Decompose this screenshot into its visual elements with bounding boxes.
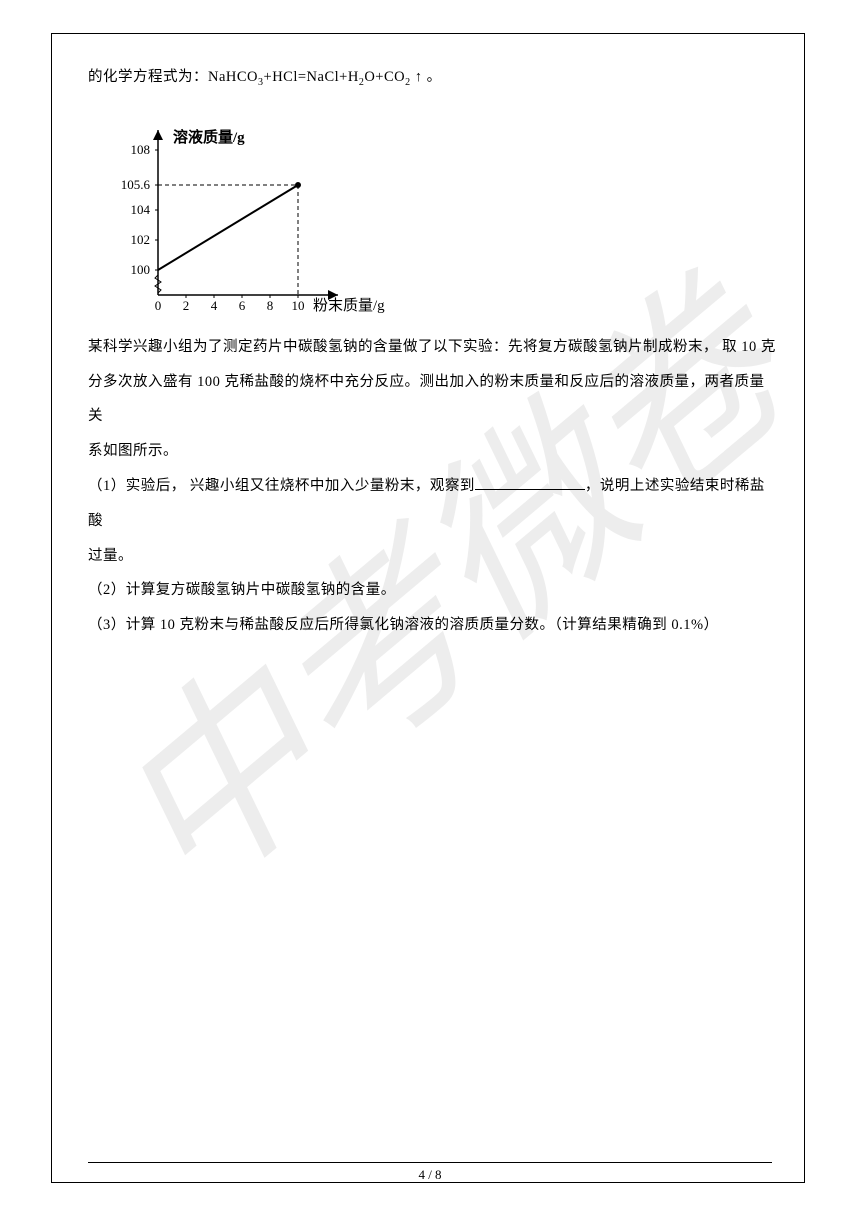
question-2: （2）计算复方碳酸氢钠片中碳酸氢钠的含量。	[88, 573, 778, 608]
question-3: （3）计算 10 克粉末与稀盐酸反应后所得氯化钠溶液的溶质质量分数。（计算结果精…	[88, 608, 778, 643]
body-p1: 某科学兴趣小组为了测定药片中碳酸氢钠的含量做了以下实验：先将复方碳酸氢钠片制成粉…	[88, 330, 778, 365]
eq-arrow: ↑ 。	[411, 69, 442, 85]
x-label-0: 0	[155, 298, 162, 313]
x-label-6: 6	[239, 298, 246, 313]
data-point	[295, 182, 301, 188]
x-label-2: 2	[183, 298, 190, 313]
equation-line: 的化学方程式为：NaHCO3+HCl=NaCl+H2O+CO2 ↑ 。	[88, 60, 778, 95]
x-label-10: 10	[292, 298, 305, 313]
page-number: 4 / 8	[0, 1167, 860, 1183]
y-label-108: 108	[131, 142, 151, 157]
chart-svg: 100 102 104 105.6 108 0 2 4 6 8 10 溶液质量/…	[118, 110, 398, 320]
chart: 100 102 104 105.6 108 0 2 4 6 8 10 溶液质量/…	[118, 110, 398, 320]
question-1: （1）实验后， 兴趣小组又往烧杯中加入少量粉末，观察到，说明上述实验结束时稀盐酸	[88, 469, 778, 539]
eq-mid: O+CO	[364, 69, 405, 85]
fill-blank[interactable]	[475, 476, 585, 491]
y-axis-label: 溶液质量/g	[173, 128, 245, 146]
eq-rest: +HCl=NaCl+H	[264, 69, 359, 85]
x-label-8: 8	[267, 298, 274, 313]
data-line	[158, 185, 298, 270]
q1-prefix: （1）实验后， 兴趣小组又往烧杯中加入少量粉末，观察到	[88, 478, 475, 494]
y-label-104: 104	[131, 202, 151, 217]
x-axis-label: 粉末质量/g	[313, 297, 385, 314]
y-arrow	[153, 130, 163, 140]
footer-rule	[88, 1162, 772, 1163]
question-1-line2: 过量。	[88, 539, 778, 574]
x-label-4: 4	[211, 298, 218, 313]
content-area: 的化学方程式为：NaHCO3+HCl=NaCl+H2O+CO2 ↑ 。 100 …	[88, 60, 778, 643]
body-p3: 系如图所示。	[88, 434, 778, 469]
y-label-1056: 105.6	[121, 177, 151, 192]
y-label-100: 100	[131, 262, 151, 277]
body-p2: 分多次放入盛有 100 克稀盐酸的烧杯中充分反应。测出加入的粉末质量和反应后的溶…	[88, 365, 778, 435]
eq-prefix: 的化学方程式为：NaHCO	[88, 69, 258, 85]
y-label-102: 102	[131, 232, 151, 247]
